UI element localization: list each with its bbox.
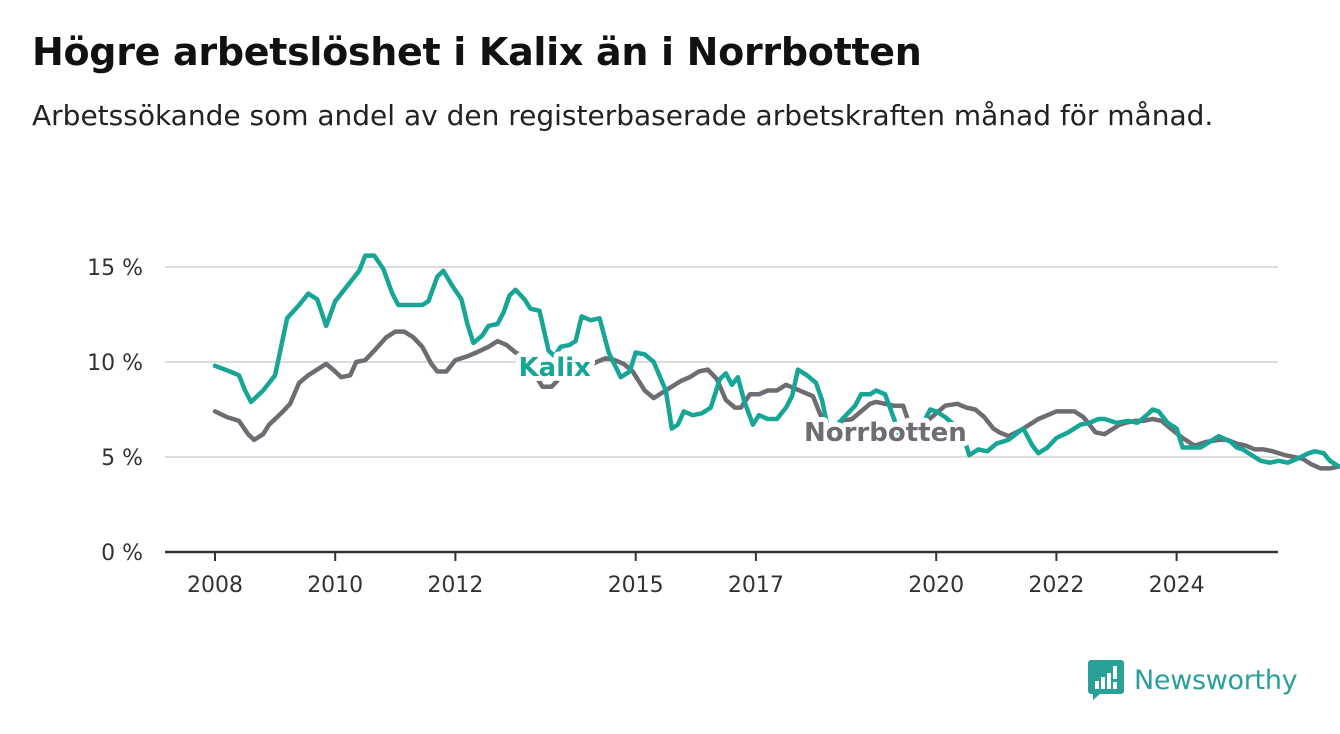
x-tick-label: 2024 — [1149, 573, 1205, 598]
x-tick-label: 2017 — [728, 573, 784, 598]
brand-name: Newsworthy — [1134, 664, 1298, 696]
x-tick-label: 2022 — [1028, 573, 1084, 598]
x-tick-label: 2012 — [427, 573, 483, 598]
chart-title: Högre arbetslöshet i Kalix än i Norrbott… — [32, 30, 922, 74]
y-tick-label: 5 % — [101, 446, 143, 471]
norrbotten-series-label: Norrbotten — [804, 418, 967, 448]
x-tick-label: 2010 — [307, 573, 363, 598]
y-tick-label: 10 % — [87, 351, 143, 376]
kalix-series-label: Kalix — [519, 353, 592, 383]
norrbotten-line — [212, 329, 1340, 471]
bar-chart-logo-icon — [1088, 660, 1124, 700]
kalix-line — [212, 253, 1340, 469]
newsworthy-logo: Newsworthy — [1088, 660, 1298, 700]
chart-series — [212, 253, 1340, 471]
x-tick-label: 2020 — [908, 573, 964, 598]
x-tick-label: 2015 — [608, 573, 664, 598]
chart-axes: 0 % 5 % 10 % 15 % 2008 2010 2012 2015 2017 2020 20… — [87, 256, 1278, 598]
chart-subtitle: Arbetssökande som andel av den registerb… — [32, 99, 1214, 132]
grid-lines — [165, 266, 1278, 458]
x-tick-label: 2008 — [187, 573, 243, 598]
y-tick-label: 15 % — [87, 256, 143, 281]
y-tick-label: 0 % — [101, 541, 143, 566]
